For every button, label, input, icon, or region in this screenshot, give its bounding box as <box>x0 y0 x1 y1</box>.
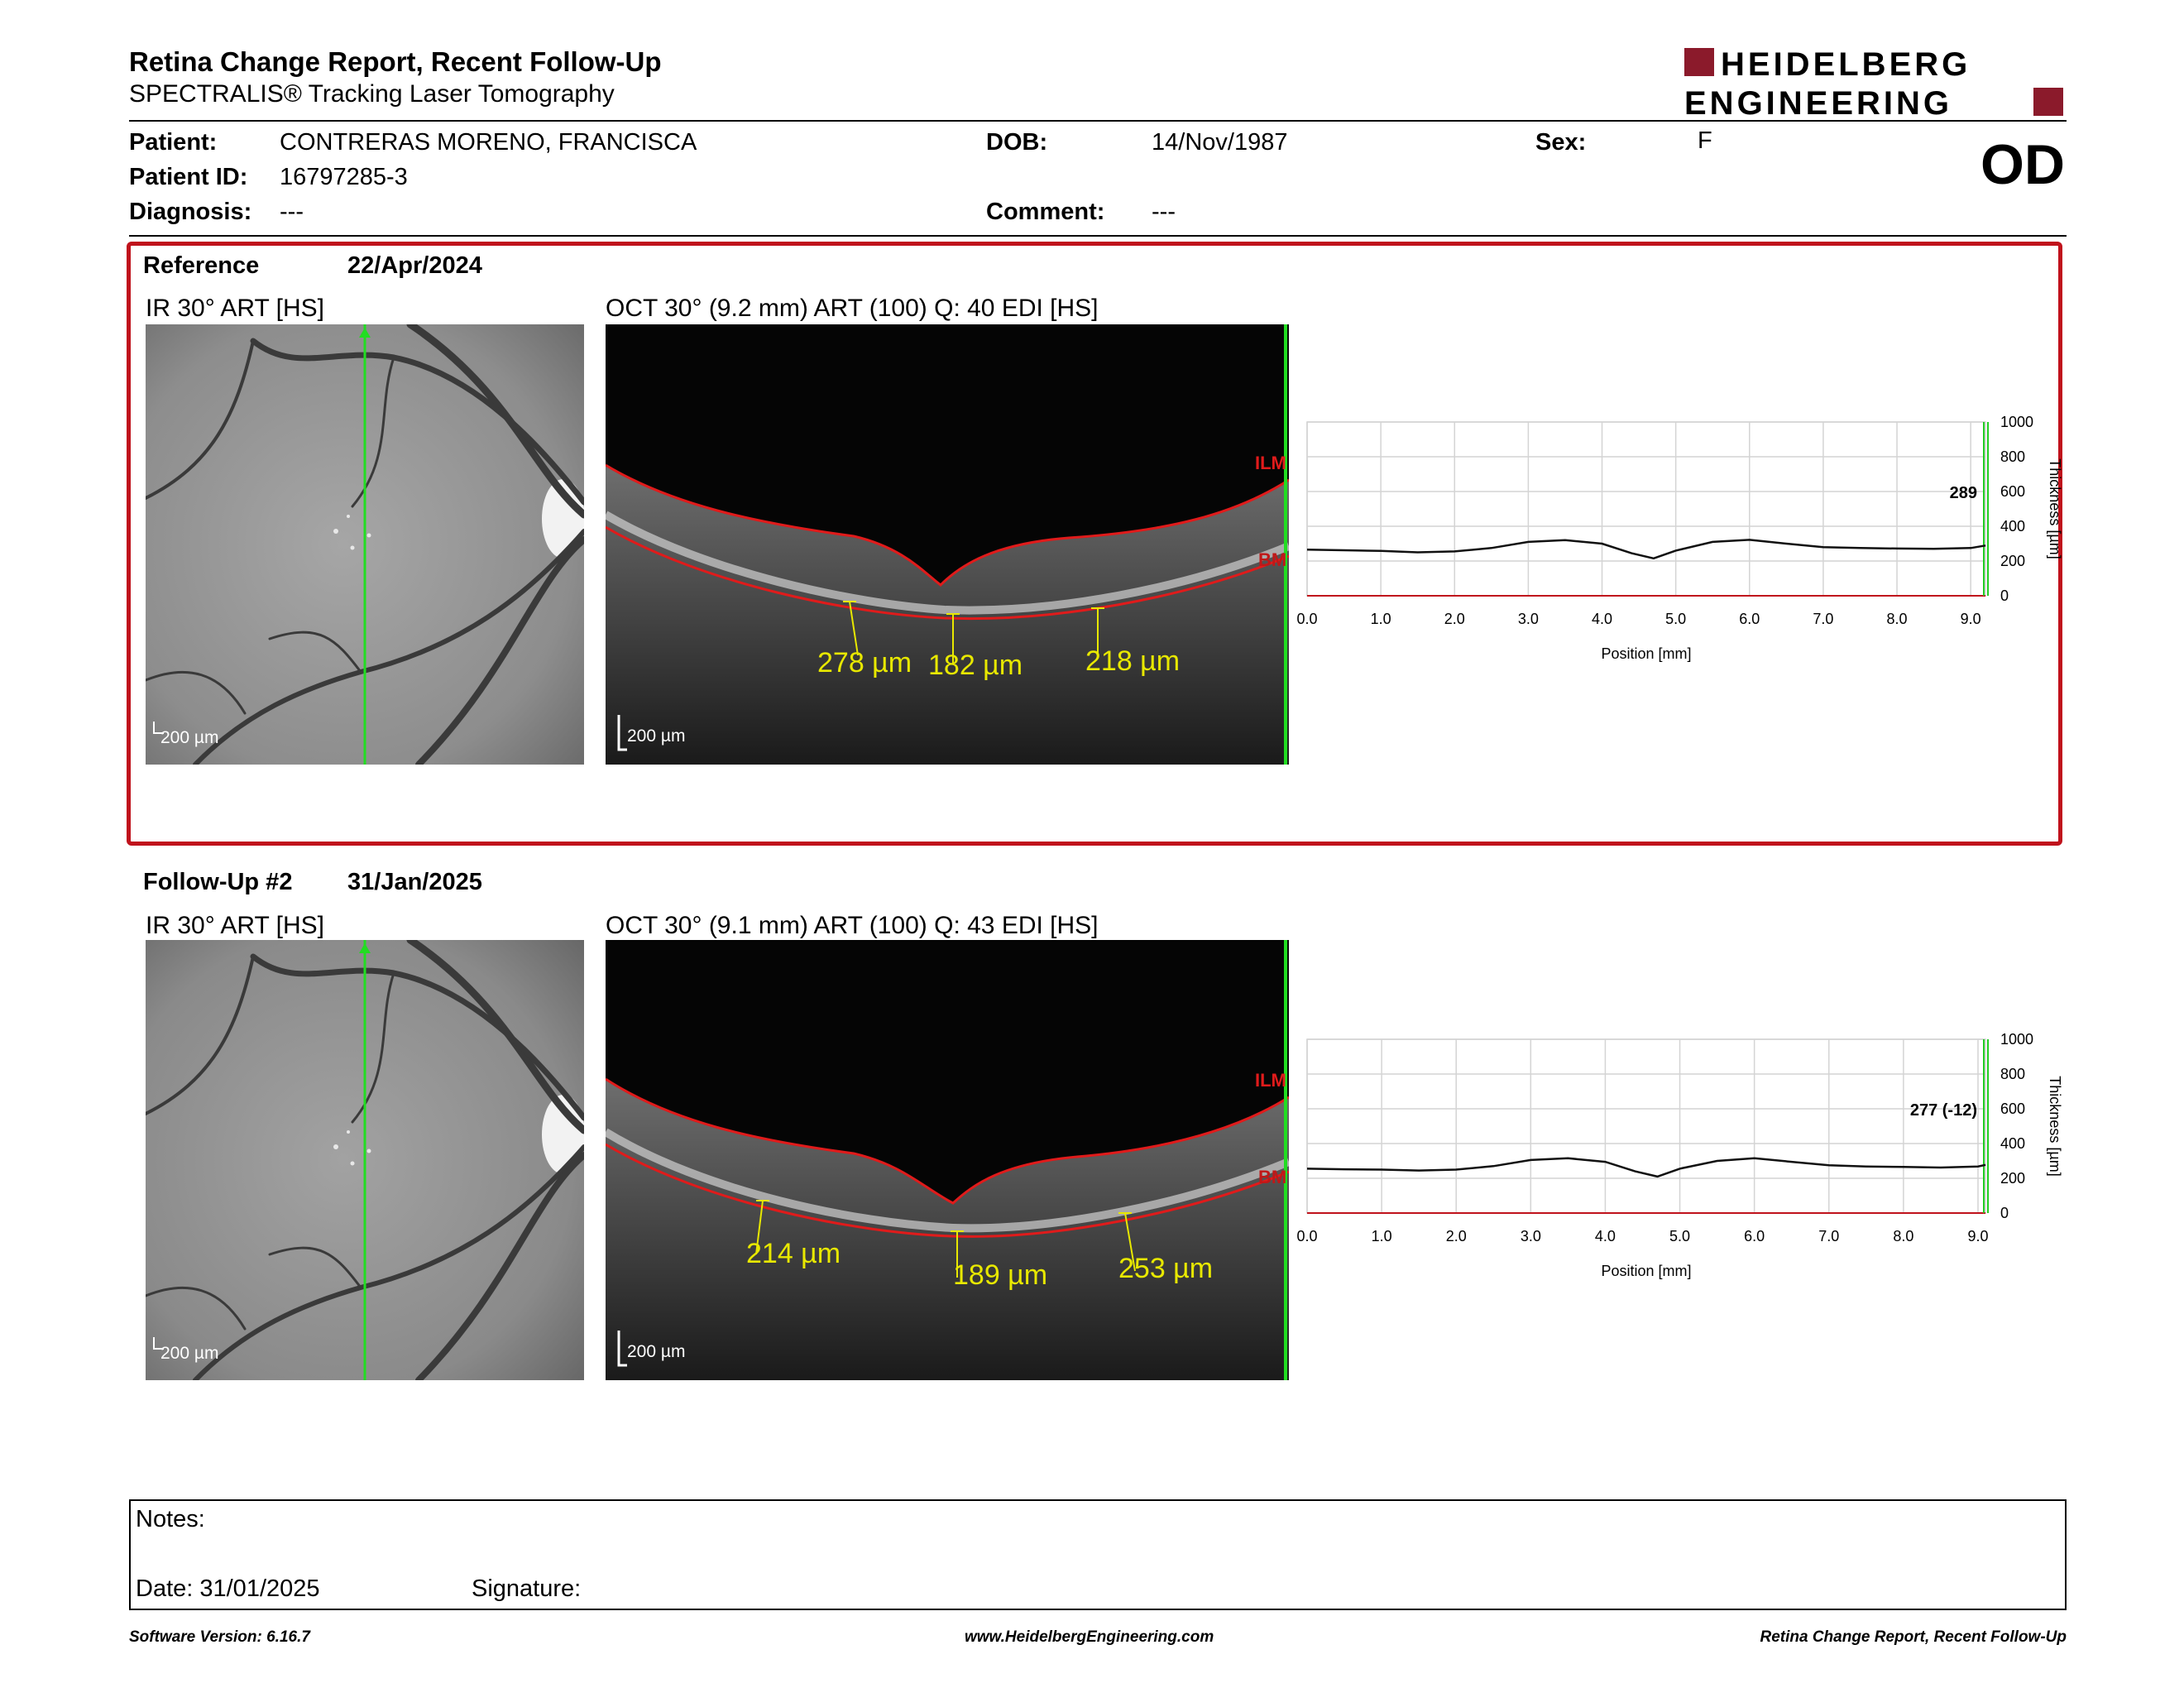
chart-x-tick-label: 7.0 <box>1818 1228 1839 1244</box>
followup-measure-3: 253 µm <box>1118 1253 1214 1284</box>
reference-ilm-label: ILM <box>1255 453 1286 473</box>
reference-date: 22/Apr/2024 <box>347 252 482 279</box>
chart-x-tick-label: 9.0 <box>1967 1228 1988 1244</box>
chart-x-tick-label: 5.0 <box>1669 1228 1690 1244</box>
reference-frame <box>127 242 2062 846</box>
chart-plot-area <box>1306 1038 1986 1214</box>
reference-oct-caption: OCT 30° (9.2 mm) ART (100) Q: 40 EDI [HS… <box>606 295 1099 322</box>
chart-y-tick-label: 1000 <box>2000 414 2033 430</box>
sex-label: Sex: <box>1535 129 1587 156</box>
chart-x-tick-label: 3.0 <box>1521 1228 1541 1244</box>
reference-label: Reference <box>143 252 260 279</box>
followup-ir-scale: 200 µm <box>160 1344 219 1363</box>
followup-thickness-chart: 0.0 1.0 2.0 3.0 4.0 5.0 6.0 7.0 8.0 9.0 0 200 400 600… <box>1296 1031 2063 1279</box>
logo-text-2: ENGINEERING <box>1684 85 1952 119</box>
reference-bm-label: BM <box>1258 549 1287 570</box>
diagnosis-label: Diagnosis: <box>129 199 252 225</box>
footer-website[interactable]: www.HeidelbergEngineering.com <box>965 1628 1214 1646</box>
chart-y-tick-label: 0 <box>2000 1205 2009 1221</box>
chart-y-tick-label: 200 <box>2000 1170 2025 1187</box>
notes-date: Date: 31/01/2025 <box>136 1575 320 1602</box>
notes-signature: Signature: <box>472 1575 582 1602</box>
chart-y-axis-label: Thickness [µm] <box>2047 1076 2063 1176</box>
footer-software-version: Software Version: 6.16.7 <box>129 1628 310 1646</box>
sex-value: F <box>1698 127 1712 154</box>
chart-y-tick-label: 800 <box>2000 448 2025 465</box>
followup-label: Follow-Up #2 <box>143 869 293 895</box>
chart-current-value: 289 <box>1950 484 1977 502</box>
chart-y-axis-label: Thickness [µm] <box>2047 458 2063 559</box>
chart-series-line <box>1306 539 1986 560</box>
patient-id: 16797285-3 <box>280 164 408 190</box>
report-subtitle: SPECTRALIS® Tracking Laser Tomography <box>129 80 615 108</box>
chart-y-tick-label: 0 <box>2000 587 2009 604</box>
heidelberg-logo: HEIDELBERG ENGINEERING <box>1684 46 2063 119</box>
patient-id-label: Patient ID: <box>129 164 248 190</box>
reference-measure-3: 218 µm <box>1085 645 1181 677</box>
chart-y-tick-label: 1000 <box>2000 1031 2033 1048</box>
comment-label: Comment: <box>986 199 1105 225</box>
reference-thickness-chart: 0.0 1.0 2.0 3.0 4.0 5.0 6.0 7.0 8.0 9.0 0 200 400 600… <box>1296 414 2063 662</box>
chart-x-tick-label: 7.0 <box>1813 611 1833 627</box>
chart-x-tick-label: 4.0 <box>1592 611 1612 627</box>
reference-ir-image: 200 µm <box>146 324 584 765</box>
followup-oct-image: ILM BM 214 µm 189 µm 253 µm 200 µm <box>606 940 1289 1380</box>
chart-y-tick-label: 200 <box>2000 553 2025 569</box>
chart-y-tick-label: 400 <box>2000 1135 2025 1152</box>
chart-x-tick-label: 4.0 <box>1595 1228 1616 1244</box>
followup-measure-1: 214 µm <box>746 1238 841 1269</box>
reference-ir-scale: 200 µm <box>160 728 219 747</box>
notes-label: Notes: <box>136 1506 205 1532</box>
chart-x-tick-label: 8.0 <box>1893 1228 1913 1244</box>
followup-ir-caption: IR 30° ART [HS] <box>146 912 324 939</box>
chart-y-tick-label: 800 <box>2000 1066 2025 1082</box>
reference-oct-image: ILM BM 278 µm 182 µm 218 µm 200 µm <box>606 324 1289 765</box>
reference-measure-2: 182 µm <box>928 650 1023 681</box>
chart-y-tick-label: 400 <box>2000 518 2025 535</box>
logo-text-1: HEIDELBERG <box>1721 46 1971 83</box>
reference-measure-1: 278 µm <box>817 647 912 679</box>
chart-x-tick-label: 0.0 <box>1296 1228 1317 1244</box>
diagnosis-value: --- <box>280 199 304 225</box>
followup-bm-label: BM <box>1258 1167 1287 1187</box>
followup-oct-caption: OCT 30° (9.1 mm) ART (100) Q: 43 EDI [HS… <box>606 912 1099 939</box>
patient-rule <box>129 235 2067 237</box>
dob-value: 14/Nov/1987 <box>1152 129 1288 156</box>
chart-x-tick-label: 6.0 <box>1744 1228 1765 1244</box>
chart-x-tick-label: 9.0 <box>1961 611 1981 627</box>
chart-x-axis-label: Position [mm] <box>1601 1263 1691 1279</box>
chart-y-tick-label: 600 <box>2000 483 2025 500</box>
followup-ir-image: 200 µm <box>146 940 584 1380</box>
chart-series-line <box>1306 1157 1986 1178</box>
comment-value: --- <box>1152 199 1176 225</box>
dob-label: DOB: <box>986 129 1048 156</box>
footer-report-name: Retina Change Report, Recent Follow-Up <box>1760 1628 2067 1646</box>
chart-y-tick-label: 600 <box>2000 1101 2025 1117</box>
chart-plot-area <box>1306 421 1986 597</box>
followup-ilm-label: ILM <box>1255 1070 1286 1091</box>
chart-x-tick-label: 2.0 <box>1444 611 1465 627</box>
chart-x-tick-label: 3.0 <box>1518 611 1539 627</box>
notes-box <box>129 1499 2067 1610</box>
eye-indicator: OD <box>1980 133 2065 196</box>
patient-name: CONTRERAS MORENO, FRANCISCA <box>280 129 697 156</box>
chart-x-tick-label: 2.0 <box>1446 1228 1467 1244</box>
chart-x-tick-label: 1.0 <box>1372 1228 1392 1244</box>
followup-date: 31/Jan/2025 <box>347 869 482 895</box>
followup-measure-2: 189 µm <box>953 1259 1048 1291</box>
followup-oct-scale: 200 µm <box>627 1342 686 1361</box>
chart-x-axis-label: Position [mm] <box>1601 645 1691 662</box>
reference-oct-scale: 200 µm <box>627 727 686 746</box>
reference-ir-caption: IR 30° ART [HS] <box>146 295 324 322</box>
report-title: Retina Change Report, Recent Follow-Up <box>129 46 662 77</box>
chart-x-tick-label: 1.0 <box>1371 611 1391 627</box>
chart-current-value: 277 (-12) <box>1910 1101 1977 1120</box>
patient-label: Patient: <box>129 129 218 156</box>
chart-x-tick-label: 5.0 <box>1665 611 1686 627</box>
chart-x-tick-label: 8.0 <box>1887 611 1908 627</box>
chart-x-tick-label: 6.0 <box>1739 611 1760 627</box>
chart-x-tick-label: 0.0 <box>1296 611 1317 627</box>
header-rule <box>129 120 2067 122</box>
